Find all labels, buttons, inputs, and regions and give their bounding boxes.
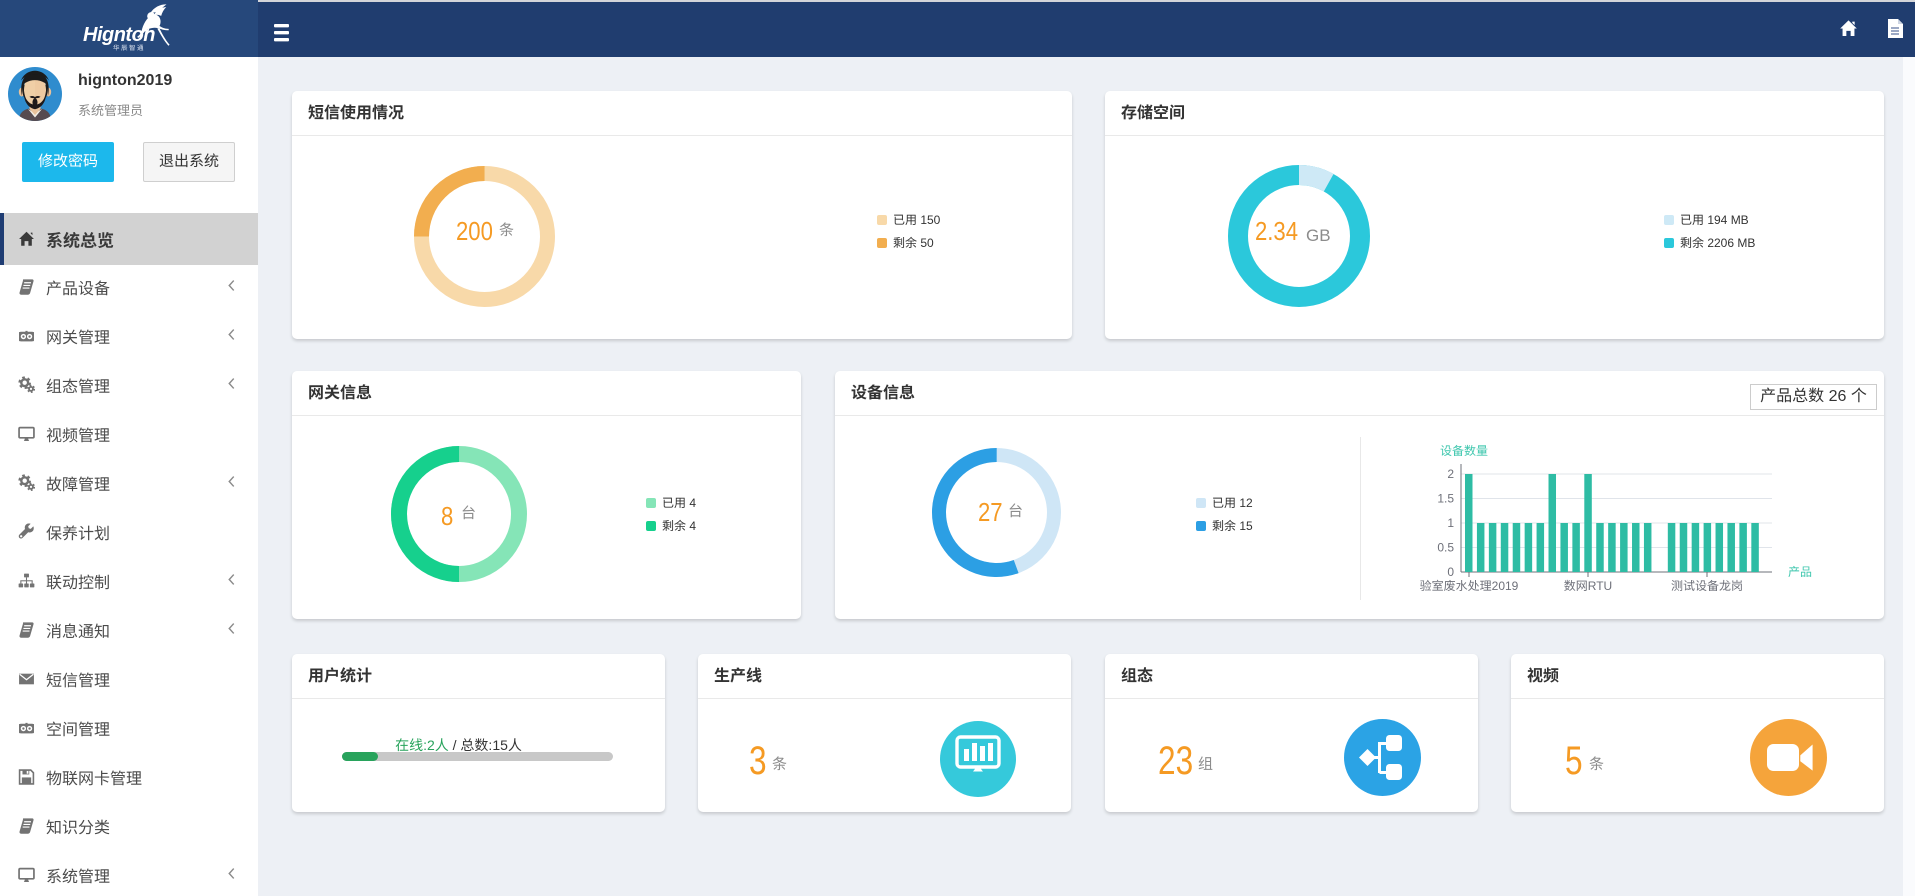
svg-text:产品: 产品 <box>1788 565 1812 579</box>
svg-text:2: 2 <box>1447 467 1454 481</box>
svg-text:数网RTU: 数网RTU <box>1564 579 1612 593</box>
svg-text:1.5: 1.5 <box>1437 492 1454 506</box>
svg-text:华辰智通: 华辰智通 <box>113 42 145 52</box>
svg-text:0.5: 0.5 <box>1437 541 1454 555</box>
svg-text:测试设备龙岗: 测试设备龙岗 <box>1671 579 1743 593</box>
svg-text:1: 1 <box>1447 516 1454 530</box>
svg-text:验室废水处理2019: 验室废水处理2019 <box>1420 579 1519 593</box>
svg-text:Hignton: Hignton <box>83 24 155 46</box>
svg-text:设备数量: 设备数量 <box>1440 444 1488 458</box>
svg-text:0: 0 <box>1447 565 1454 579</box>
